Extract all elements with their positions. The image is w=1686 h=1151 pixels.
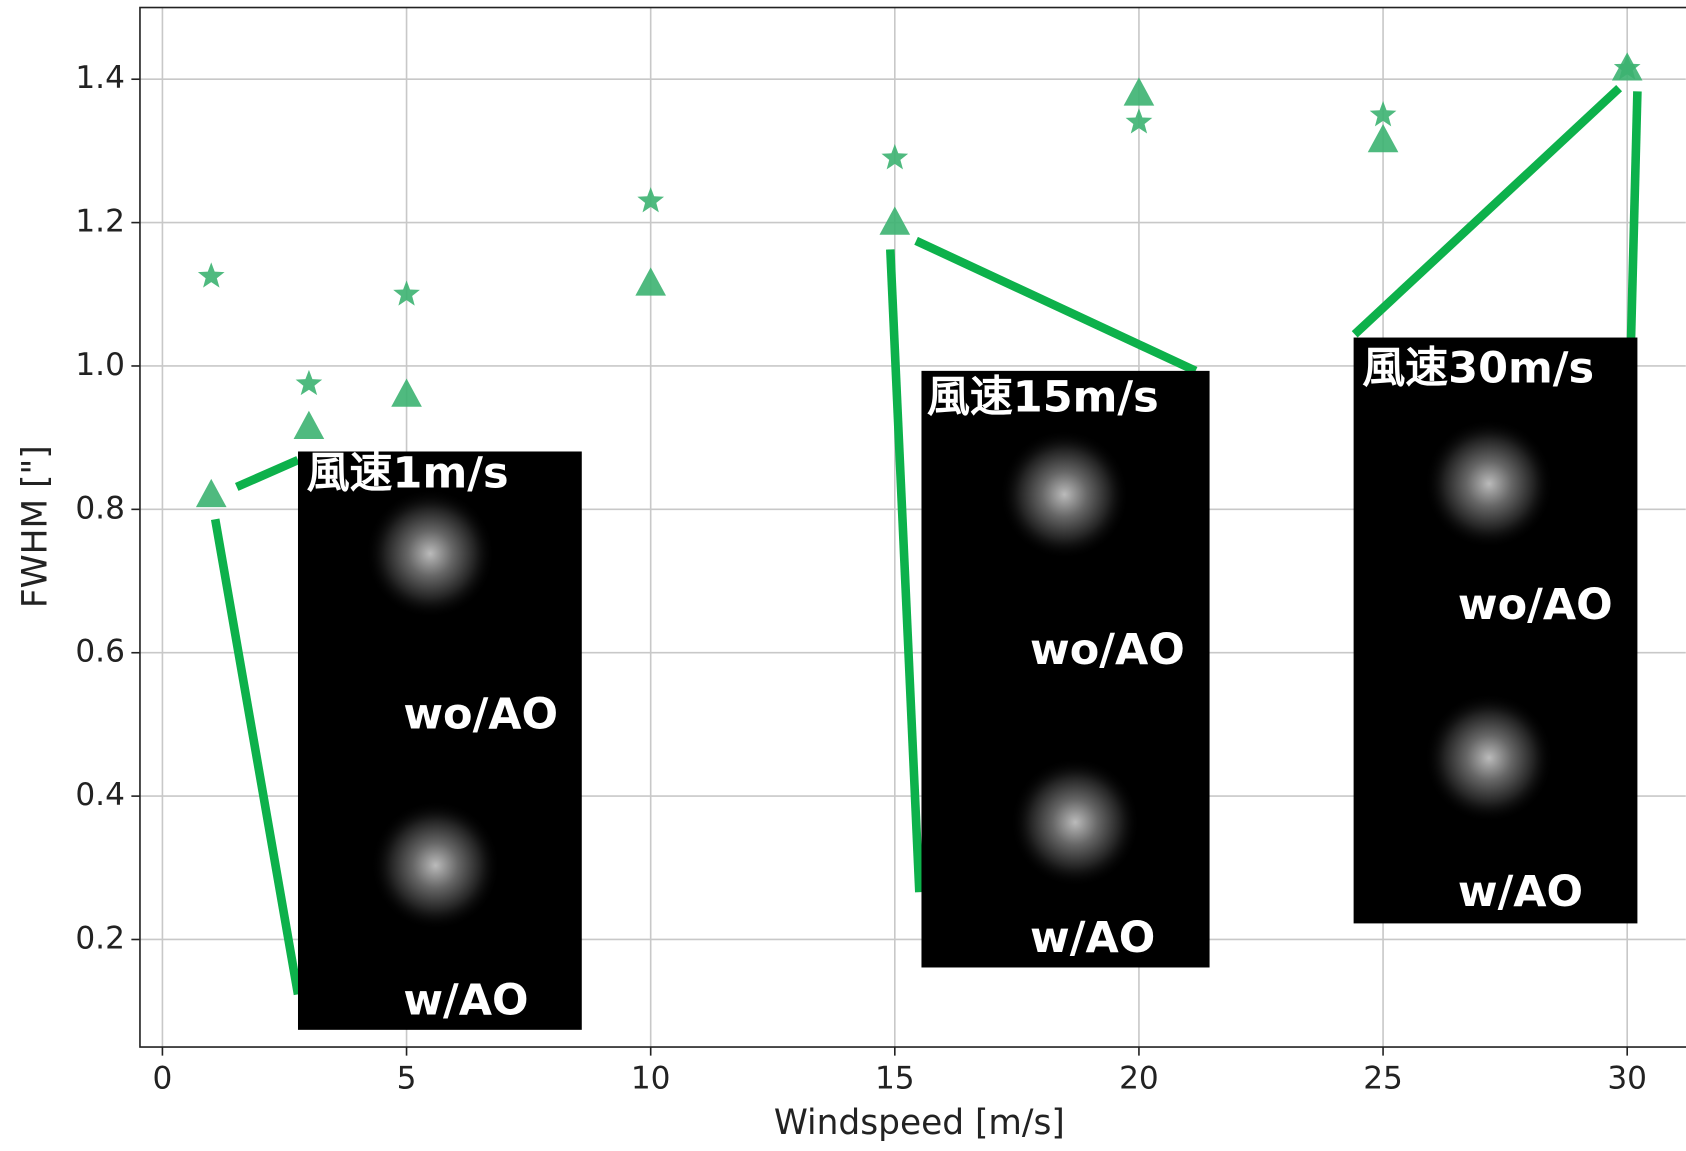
inset-label: w/AO: [403, 975, 528, 1025]
connector: [237, 460, 298, 487]
star-marker: [198, 262, 225, 287]
psf-image: [371, 801, 500, 930]
y-tick-label: 0.4: [75, 777, 125, 813]
psf-image: [1425, 419, 1554, 548]
inset-label: wo/AO: [1458, 580, 1613, 630]
inset-label: wo/AO: [1030, 625, 1185, 675]
psf-image: [1011, 758, 1140, 887]
inset-title: 風速15m/s: [927, 372, 1159, 422]
y-tick-label: 1.2: [75, 204, 125, 240]
connector: [916, 241, 1195, 371]
inset-label: wo/AO: [403, 690, 558, 740]
triangle-marker: [1368, 124, 1399, 152]
x-tick-label: 5: [397, 1060, 417, 1096]
triangle-marker: [196, 479, 227, 507]
triangle-marker: [391, 379, 422, 407]
y-tick-label: 0.8: [75, 490, 125, 526]
y-tick-label: 1.0: [75, 347, 125, 383]
inset: 風速30m/s wo/AO w/AO: [1354, 338, 1638, 924]
y-tick-label: 0.2: [75, 920, 125, 956]
psf-image: [1425, 693, 1554, 822]
chart: 0 5 10 15 20 25 30 0.2 0.4 0.6 0.8 1.0 1.2 1.4 風速1m/s…: [0, 0, 1686, 1147]
star-marker: [296, 370, 323, 395]
psf-image: [366, 489, 495, 618]
y-tick-label: 0.6: [75, 634, 125, 670]
x-axis-label: Windspeed [m/s]: [774, 1103, 1065, 1143]
triangle-marker: [1612, 52, 1643, 80]
x-tick-label: 30: [1607, 1060, 1647, 1096]
inset: 風速15m/s wo/AO w/AO: [921, 371, 1209, 968]
x-tick-label: 15: [875, 1060, 915, 1096]
connector: [215, 519, 298, 994]
y-tick-label: 1.4: [75, 60, 125, 96]
connector: [1631, 91, 1637, 341]
y-axis-label: FWHM ["]: [15, 445, 55, 608]
insets: 風速1m/s wo/AO w/AO 風速15m/s wo/AO w/AO 風速30m/s wo…: [298, 338, 1637, 1030]
inset-label: w/AO: [1458, 867, 1583, 917]
x-tick-label: 0: [153, 1060, 173, 1096]
x-tick-label: 10: [631, 1060, 671, 1096]
inset-label: w/AO: [1030, 913, 1155, 963]
x-tick-label: 25: [1363, 1060, 1403, 1096]
inset-title: 風速1m/s: [307, 449, 509, 499]
connector: [1355, 88, 1619, 334]
triangle-marker: [1124, 77, 1155, 105]
triangle-marker: [294, 411, 325, 439]
triangle-marker: [635, 267, 666, 295]
inset: 風速1m/s wo/AO w/AO: [298, 449, 582, 1030]
triangle-marker: [879, 206, 910, 234]
x-tick-label: 20: [1119, 1060, 1159, 1096]
inset-title: 風速30m/s: [1362, 343, 1594, 393]
page: {"chart_data": {"type": "scatter", "x_la…: [0, 0, 1686, 1147]
psf-image: [1000, 430, 1129, 559]
